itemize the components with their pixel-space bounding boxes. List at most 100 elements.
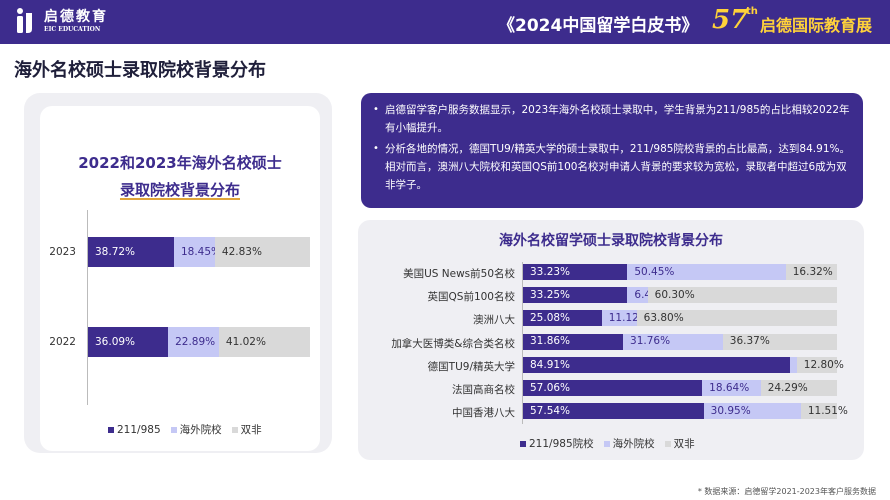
header-bar: 启德教育 EIC EDUCATION 《2024中国留学白皮书》 57 th 启…: [0, 0, 890, 44]
legend-item: 海外院校: [170, 422, 222, 437]
legend-item: 海外院校: [603, 436, 655, 451]
left-chart-legend: 211/985 海外院校 双非: [108, 422, 262, 437]
info-text: 分析各地的情况，德国TU9/精英大学的硕士录取中，211/985院校背景的占比最…: [385, 143, 850, 191]
legend-label: 双非: [240, 424, 262, 436]
info-text: 启德留学客户服务数据显示，2023年海外名校硕士录取中，学生背景为211/985…: [385, 104, 850, 134]
data-label: 42.83%: [221, 245, 262, 258]
legend-swatch: [664, 440, 671, 447]
legend-label: 海外院校: [179, 424, 222, 436]
report-title: 《2024中国留学白皮书》: [498, 16, 699, 36]
expo-name: 启德国际教育展: [760, 16, 873, 35]
logo-en-text: EIC EDUCATION: [44, 25, 101, 33]
data-label: 31.76%: [630, 335, 671, 348]
bar-segment: 57.06%: [523, 380, 703, 396]
legend-swatch: [520, 440, 526, 447]
bar-segment: 18.45%: [173, 237, 221, 267]
bar-segment: 16.32%: [785, 264, 837, 280]
data-label: 63.80%: [643, 312, 684, 325]
legend-label: 211/985: [117, 423, 161, 436]
data-label: 41.02%: [225, 335, 266, 348]
data-label: 25.08%: [530, 312, 571, 325]
info-item: • 启德留学客户服务数据显示，2023年海外名校硕士录取中，学生背景为211/9…: [373, 101, 851, 137]
legend-label: 海外院校: [612, 438, 655, 450]
bullet-icon: •: [373, 143, 379, 154]
bar-segment: 36.09%: [88, 327, 169, 357]
bar-segment: 22.89%: [168, 327, 219, 357]
category-label: 澳洲八大: [473, 314, 515, 327]
bar-segment: 57.54%: [523, 403, 704, 420]
data-label: 84.91%: [530, 358, 571, 371]
right-chart-legend: 211/985院校 海外院校 双非: [520, 436, 695, 451]
data-label: 38.72%: [95, 245, 136, 258]
right-chart-title: 海外名校留学硕士录取院校背景分布: [499, 233, 723, 249]
bar-segment: 36.37%: [722, 333, 837, 350]
bar-segment: 12.80%: [796, 356, 844, 373]
bar-segment: 33.25%: [523, 287, 628, 304]
bar-segment: 6.45%: [627, 287, 668, 304]
data-label: 50.45%: [634, 265, 675, 278]
legend-swatch: [603, 440, 610, 447]
bar-segment: 63.80%: [636, 310, 837, 327]
data-label: 30.95%: [710, 404, 751, 417]
logo-cn-text: 启德教育: [44, 8, 108, 25]
left-chart-axis: [87, 210, 88, 405]
bar-segment: 50.45%: [627, 264, 786, 280]
left-chart-title-line1: 2022和2023年海外名校硕士: [78, 154, 282, 172]
data-label: 57.06%: [530, 381, 571, 394]
data-label: 22.89%: [175, 335, 216, 348]
data-label: 24.29%: [767, 381, 808, 394]
legend-label: 双非: [673, 438, 695, 450]
data-label: 33.25%: [530, 288, 571, 301]
data-label: 31.86%: [530, 335, 571, 348]
data-label: 12.80%: [803, 358, 844, 371]
category-label: 英国QS前100名校: [427, 291, 515, 304]
legend-swatch: [170, 426, 177, 433]
bar-segment: 42.83%: [214, 237, 310, 267]
eic-logo-icon: [14, 7, 38, 35]
data-label: 36.09%: [95, 335, 136, 348]
bar-segment: 41.02%: [218, 327, 310, 357]
legend-item: 双非: [231, 422, 262, 437]
category-label: 德国TU9/精英大学: [427, 360, 515, 373]
legend-swatch: [231, 426, 238, 433]
bar-segment: 11.12%: [601, 310, 649, 327]
data-label: 18.64%: [709, 381, 750, 394]
bar-segment: 31.76%: [623, 333, 723, 350]
data-label: 36.37%: [729, 335, 770, 348]
source-note: * 数据来源：启德留学2021-2023年客户服务数据: [697, 487, 876, 496]
logo: 启德教育 EIC EDUCATION: [14, 7, 108, 35]
info-item: • 分析各地的情况，德国TU9/精英大学的硕士录取中，211/985院校背景的占…: [373, 140, 851, 194]
data-label: 11.51%: [807, 404, 848, 417]
data-label: 57.54%: [530, 404, 571, 417]
bar-segment: 25.08%: [523, 310, 602, 327]
data-label: 33.23%: [530, 265, 571, 278]
legend-label: 211/985院校: [529, 438, 594, 450]
bar-segment: 11.51%: [800, 403, 848, 420]
bar-segment: 31.86%: [523, 333, 624, 350]
data-label: 18.45%: [180, 245, 221, 258]
page-title: 海外名校硕士录取院校背景分布: [14, 60, 266, 81]
category-label: 2023: [49, 246, 76, 258]
legend-swatch: [108, 426, 114, 433]
bar-segment: 33.23%: [523, 264, 628, 280]
bar-segment: 18.64%: [702, 380, 761, 396]
bar-segment: 60.30%: [647, 287, 837, 304]
category-label: 中国香港八大: [452, 407, 515, 420]
bar-segment: 2.29%: [789, 356, 830, 373]
bar-segment: 38.72%: [88, 237, 174, 267]
left-chart-title: 2022和2023年海外名校硕士 录取院校背景分布: [40, 150, 320, 204]
bar-segment: 24.29%: [760, 380, 837, 396]
bullet-icon: •: [373, 104, 379, 115]
category-label: 美国US News前50名校: [403, 268, 515, 280]
data-label: 11.12%: [608, 312, 649, 325]
expo-number: 57: [712, 5, 749, 35]
category-label: 法国高商名校: [452, 384, 515, 396]
left-chart-title-line2: 录取院校背景分布: [119, 181, 240, 199]
info-box: • 启德留学客户服务数据显示，2023年海外名校硕士录取中，学生背景为211/9…: [361, 93, 863, 208]
category-label: 加拿大医博类&综合类名校: [391, 337, 515, 350]
data-label: 16.32%: [792, 265, 833, 278]
legend-item: 211/985院校: [520, 436, 594, 451]
data-label: 60.30%: [654, 288, 695, 301]
legend-item: 211/985: [108, 424, 161, 436]
left-chart-card: [40, 106, 320, 451]
